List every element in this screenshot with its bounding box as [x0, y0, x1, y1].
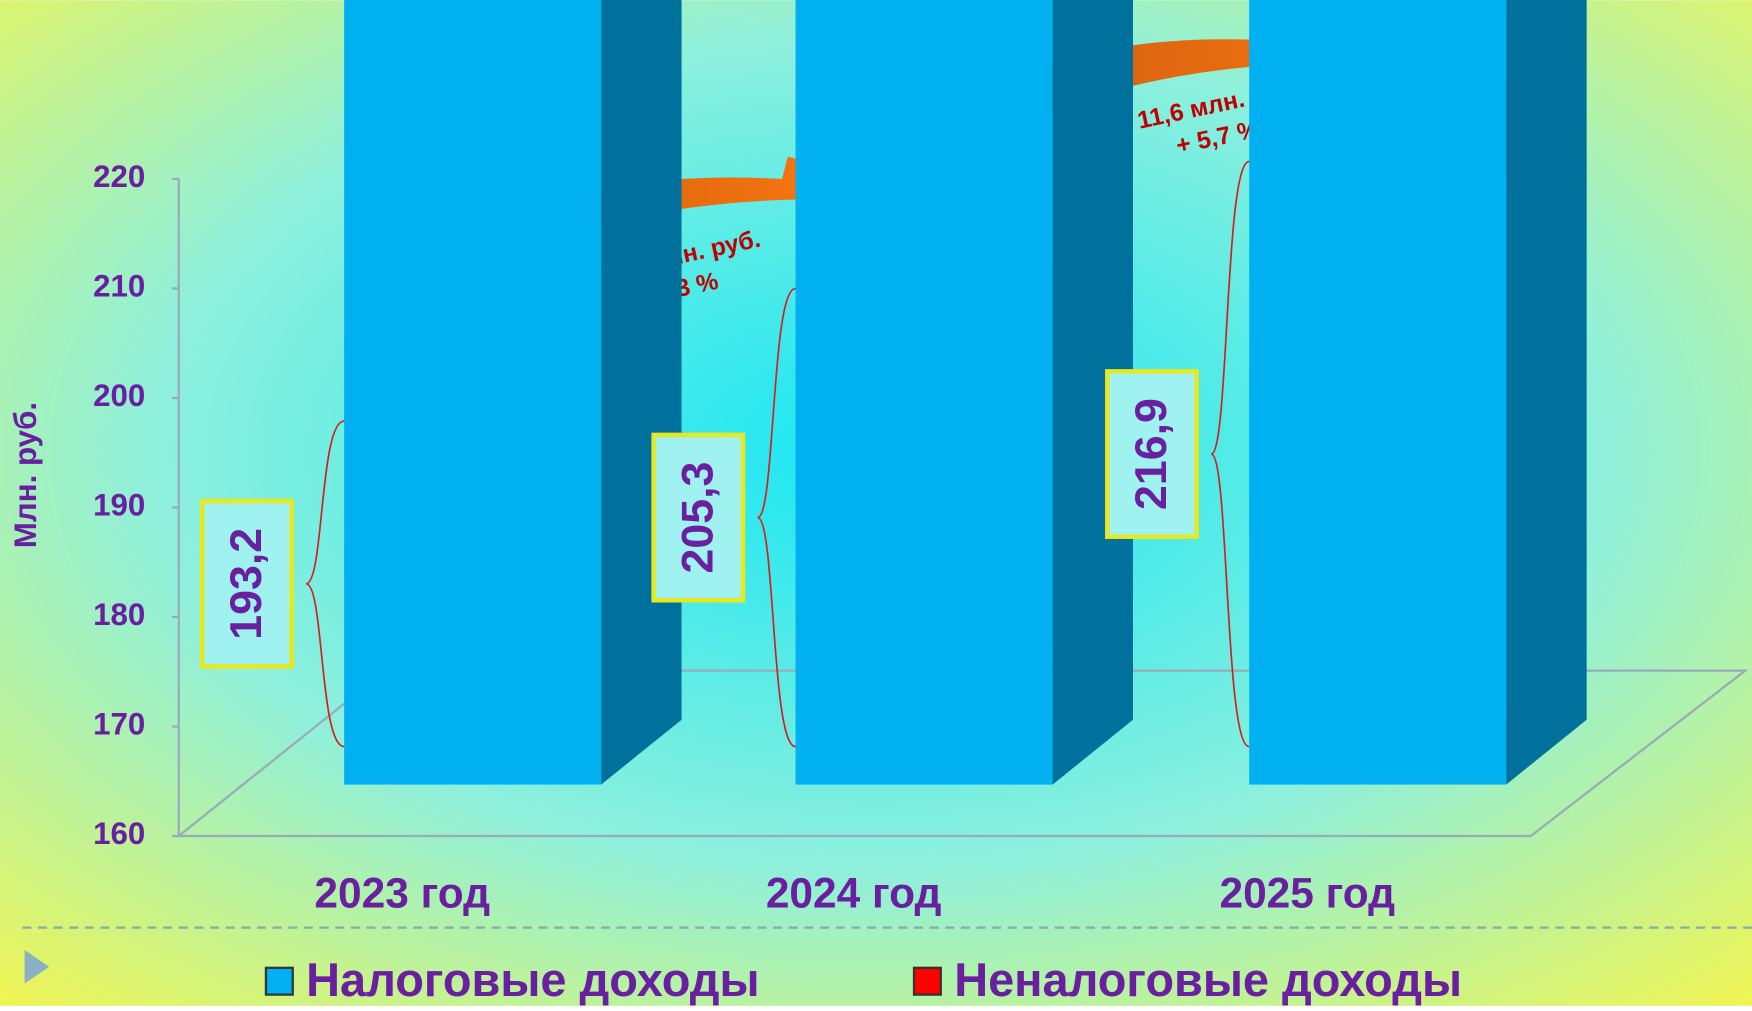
total-box	[1105, 369, 1199, 539]
bar-side	[601, 0, 682, 785]
total-box	[651, 432, 746, 603]
legend-swatch	[912, 966, 942, 996]
bar	[344, 0, 602, 785]
legend-swatch	[264, 966, 294, 996]
total-label: 193,2	[222, 528, 271, 640]
y-tick-label: 170	[93, 707, 145, 742]
bracket	[305, 420, 345, 748]
bar	[1249, 0, 1507, 785]
bullet	[24, 949, 50, 984]
x-tick-label: 2024 год	[766, 870, 942, 917]
total-box	[200, 498, 294, 669]
legend-label: Неналоговые доходы	[954, 954, 1462, 1006]
y-tick-label: 200	[93, 378, 145, 413]
bar-side	[1052, 0, 1133, 785]
bar	[795, 0, 1053, 785]
y-tick-label: 220	[93, 159, 145, 194]
total-label: 205,3	[673, 462, 722, 574]
x-tick-label: 2023 год	[314, 870, 490, 917]
legend-label: Налоговые доходы	[306, 954, 759, 1006]
y-tick-label: 210	[93, 269, 145, 304]
y-axis-label: Млн. руб.	[8, 402, 43, 548]
arrow	[413, 156, 900, 316]
y-tick-label: 160	[93, 816, 145, 851]
y-tick-label: 190	[93, 488, 145, 523]
x-tick-label: 2025 год	[1219, 870, 1395, 917]
floor	[175, 669, 1749, 838]
bracket	[1210, 160, 1250, 748]
bar-side	[1506, 0, 1587, 785]
y-tick-label: 180	[93, 597, 145, 632]
bracket	[756, 287, 796, 748]
total-label: 216,9	[1127, 398, 1176, 510]
